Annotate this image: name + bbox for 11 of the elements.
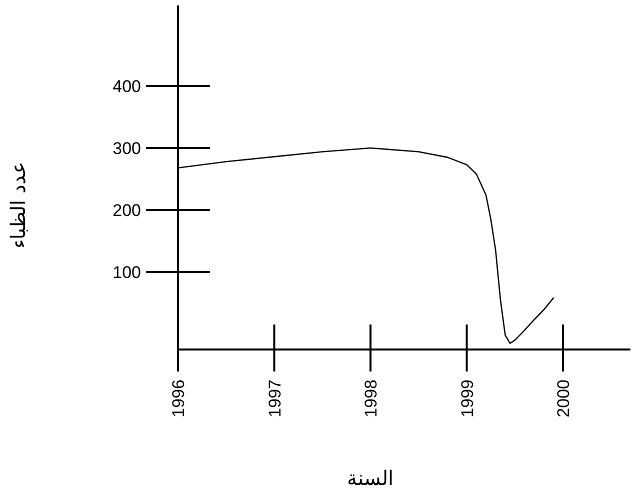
- y-axis-title: عدد الظباء: [8, 162, 30, 248]
- x-tick-label: 1998: [362, 380, 380, 418]
- x-tick-label: 1999: [458, 380, 477, 418]
- y-tick-label: 300: [112, 139, 141, 158]
- y-tick-label: 400: [112, 77, 141, 96]
- x-tick-label: 1997: [265, 380, 284, 418]
- x-axis-title: السنة: [347, 468, 394, 490]
- x-tick-label: 2000: [554, 380, 573, 418]
- y-tick-label: 200: [112, 201, 141, 220]
- x-tick-label: 1996: [169, 380, 188, 418]
- y-tick-label: 100: [112, 263, 141, 282]
